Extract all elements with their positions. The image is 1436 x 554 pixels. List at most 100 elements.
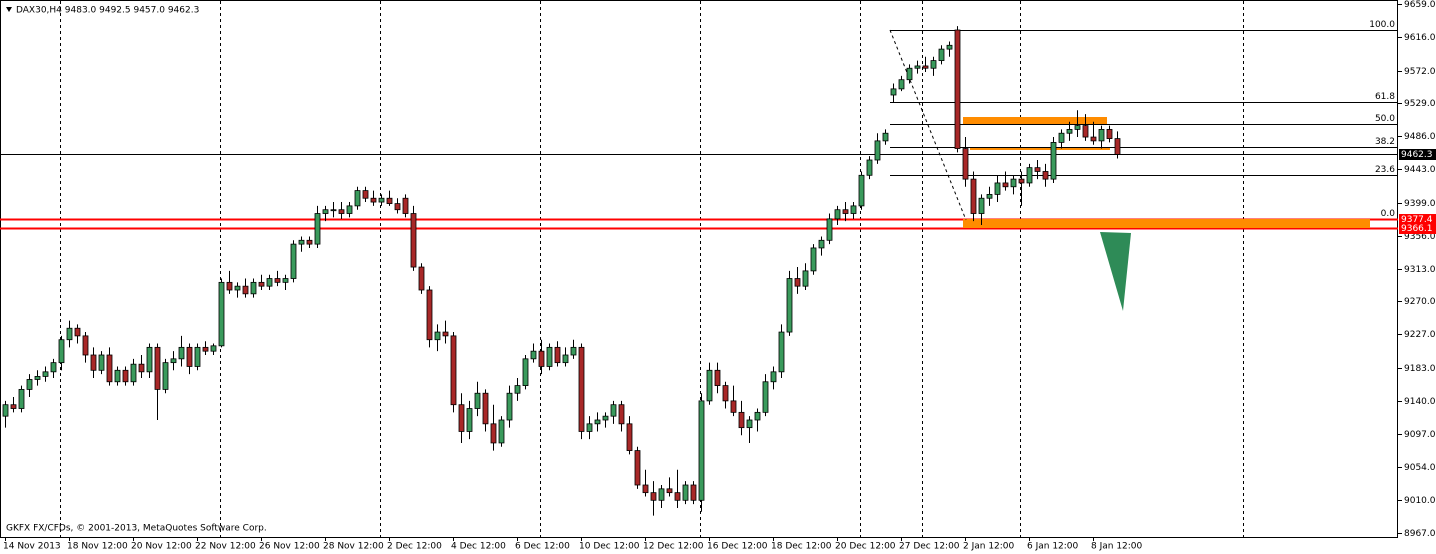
- candle-body: [1058, 132, 1065, 143]
- price-badge: [1399, 223, 1436, 234]
- fib-label: 38.2: [1375, 137, 1395, 147]
- candle-body: [130, 363, 137, 383]
- support-zone: [963, 219, 1370, 228]
- candle-body: [202, 346, 209, 352]
- candle-body: [1050, 142, 1057, 180]
- candle-body: [890, 88, 897, 96]
- candle-body: [794, 278, 801, 287]
- fib-label: 100.0: [1369, 20, 1395, 30]
- candle-body: [674, 492, 681, 501]
- y-tick-label: 9227.0: [1404, 330, 1436, 340]
- candle-body: [970, 178, 977, 214]
- y-tick-label: 9659.0: [1404, 0, 1436, 10]
- candle-body: [1098, 129, 1105, 142]
- price-badge: [1399, 214, 1436, 225]
- candle-body: [722, 385, 729, 402]
- marks: [2, 26, 1121, 516]
- candle-body: [298, 239, 305, 245]
- candle-body: [698, 400, 705, 501]
- candle-body: [466, 408, 473, 432]
- candle-body: [258, 281, 265, 287]
- x-tick-label: 6 Jan 12:00: [1027, 542, 1079, 552]
- x-tick-label: 6 Dec 12:00: [515, 542, 570, 552]
- price-badge-label: 9377.4: [1401, 215, 1433, 225]
- candle-body: [282, 278, 289, 283]
- x-tick-label: 10 Dec 12:00: [579, 542, 640, 552]
- candle-body: [1042, 171, 1049, 180]
- candle-body: [194, 346, 201, 367]
- candle-body: [306, 239, 313, 245]
- candle-body: [314, 213, 321, 245]
- y-tick-label: 9486.0: [1404, 132, 1436, 142]
- candle-body: [706, 369, 713, 402]
- candle-body: [946, 44, 953, 50]
- y-tick-label: 9183.0: [1404, 364, 1436, 374]
- candle-body: [650, 492, 657, 501]
- y-tick-label: 9356.0: [1404, 232, 1436, 242]
- candle-body: [154, 346, 161, 390]
- arrow-triangle: [1100, 232, 1131, 311]
- candle-body: [850, 205, 857, 214]
- candle-body: [90, 354, 97, 371]
- y-tick-label: 9054.0: [1404, 463, 1436, 473]
- y-tick-label: 9443.0: [1404, 165, 1436, 175]
- candle-body: [658, 488, 665, 501]
- y-tick-label: 8967.0: [1404, 529, 1436, 539]
- candle-body: [218, 281, 225, 347]
- candle-body: [778, 331, 785, 373]
- candle-body: [146, 346, 153, 373]
- x-tick-label: 20 Nov 12:00: [131, 542, 192, 552]
- candle-body: [962, 148, 969, 180]
- candle-body: [242, 285, 249, 295]
- candle-body: [770, 371, 777, 383]
- candle-body: [26, 379, 33, 390]
- menu-arrow: [6, 7, 12, 12]
- candle-body: [1106, 129, 1113, 139]
- candle-body: [714, 369, 721, 386]
- fib-label: 61.8: [1375, 92, 1395, 102]
- candle-body: [98, 354, 105, 371]
- candle-body: [170, 358, 177, 364]
- candle-body: [290, 243, 297, 279]
- candle-body: [738, 411, 745, 429]
- candle-body: [522, 358, 529, 386]
- fib-label: 0.0: [1381, 209, 1396, 219]
- resistance-zone: [963, 117, 1107, 124]
- candle-body: [178, 346, 185, 360]
- fib-label: 50.0: [1375, 114, 1395, 124]
- support-line: [970, 148, 1110, 150]
- candle-body: [322, 209, 329, 214]
- x-tick-label: 8 Jan 12:00: [1091, 542, 1143, 552]
- candle-body: [354, 190, 361, 207]
- candle-body: [602, 415, 609, 421]
- candle-body: [346, 205, 353, 214]
- candle-body: [594, 419, 601, 425]
- candle-body: [74, 327, 81, 337]
- candle-body: [570, 346, 577, 356]
- y-tick-label: 9313.0: [1404, 265, 1436, 275]
- candle-body: [58, 339, 65, 364]
- candle-body: [826, 218, 833, 241]
- candle-body: [410, 213, 417, 268]
- candle-body: [434, 331, 441, 341]
- candle-body: [482, 392, 489, 425]
- x-tick-label: 22 Nov 12:00: [195, 542, 256, 552]
- candle-body: [834, 209, 841, 220]
- y-tick-label: 9399.0: [1404, 199, 1436, 209]
- candle-body: [610, 404, 617, 417]
- labels: 9659.0 9616.0 9572.0 9529.0 9486.0 9443.0 9399…: [3, 0, 1436, 552]
- candle-body: [266, 278, 273, 287]
- price-badge-label: 9462.3: [1401, 150, 1433, 160]
- candle-body: [18, 389, 25, 409]
- candle-body: [802, 270, 809, 287]
- candle-body: [34, 376, 41, 380]
- candle-body: [490, 423, 497, 444]
- candle-body: [538, 350, 545, 367]
- candle-body: [586, 423, 593, 432]
- candle-body: [186, 346, 193, 367]
- y-tick-label: 9270.0: [1404, 297, 1436, 307]
- candle-body: [634, 450, 641, 486]
- candle-body: [1114, 138, 1121, 155]
- candle-body: [1066, 129, 1073, 134]
